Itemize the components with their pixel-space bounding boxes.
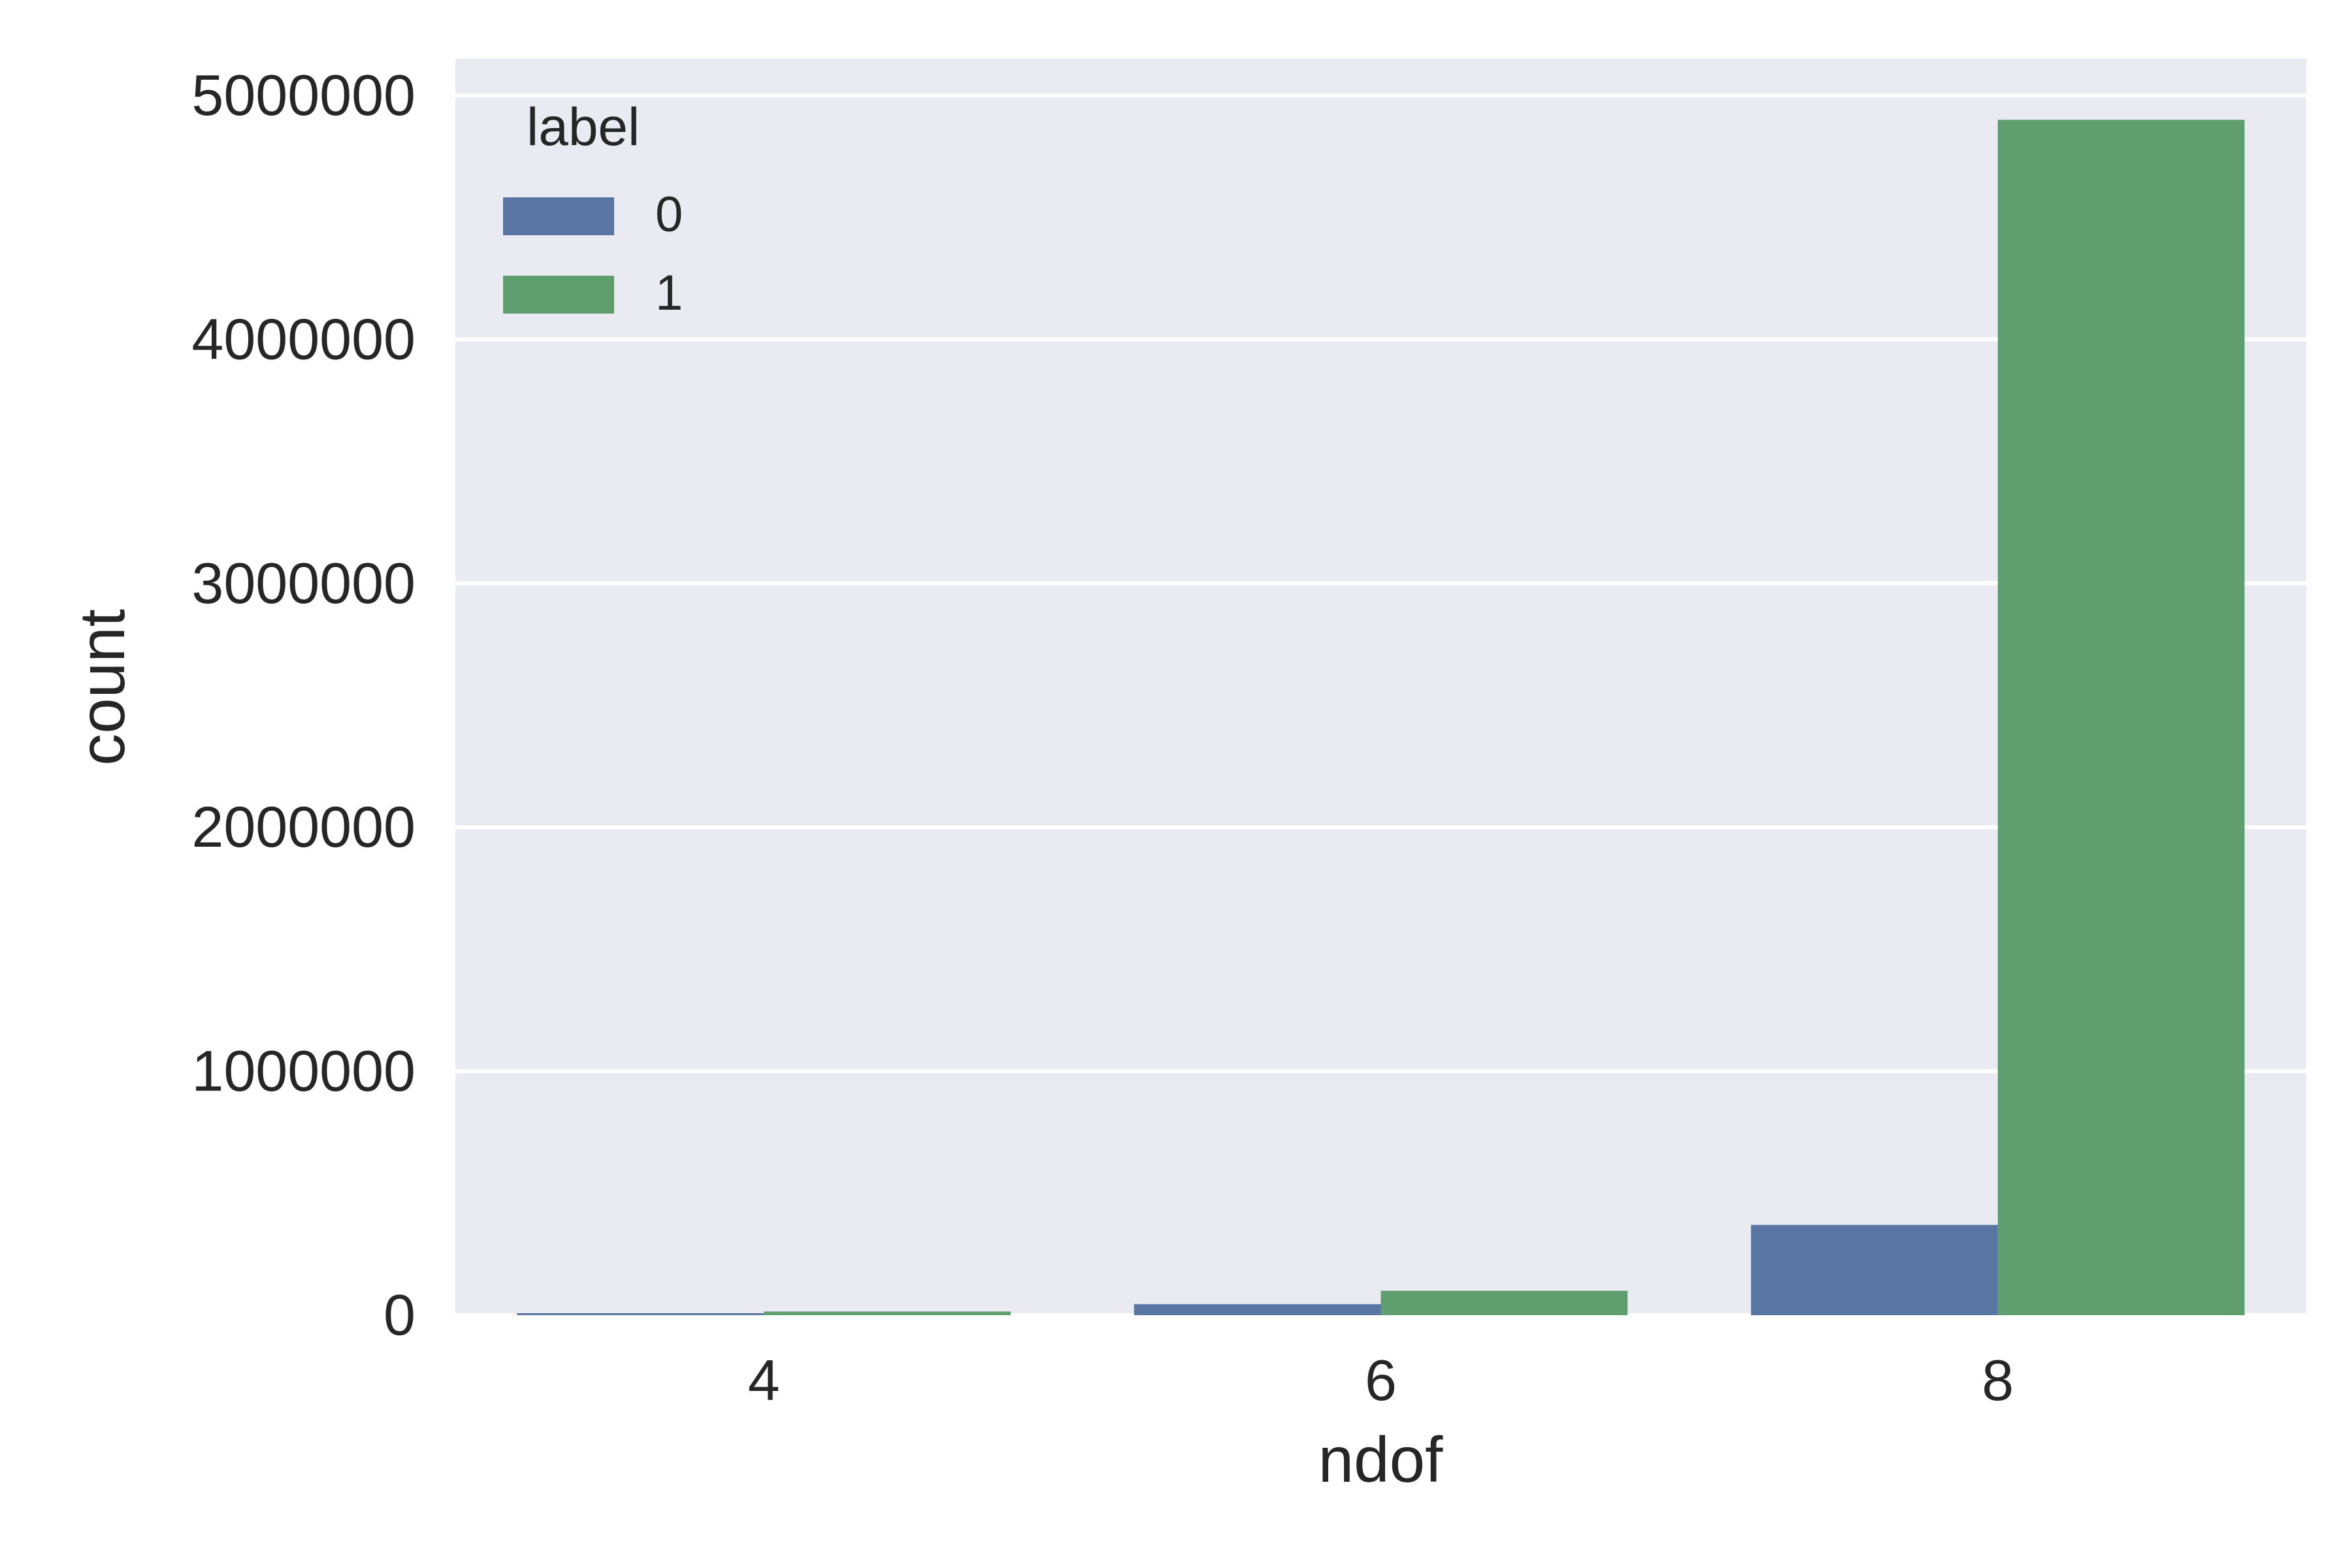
bar-series-1-4 [764, 1311, 1011, 1315]
y-tick-label: 3000000 [191, 551, 416, 615]
y-tick-labels: 0 1000000 2000000 3000000 4000000 5000000 [191, 63, 416, 1347]
y-tick-label: 5000000 [191, 63, 416, 127]
bar-series-0-8 [1751, 1224, 1998, 1315]
x-tick-label: 6 [1365, 1348, 1397, 1413]
legend-label-0: 0 [655, 187, 683, 242]
bar-series-0-6 [1134, 1304, 1381, 1315]
bars [517, 120, 2245, 1316]
y-tick-label: 0 [384, 1282, 416, 1347]
x-tick-label: 8 [1982, 1348, 2014, 1413]
x-tick-label: 4 [748, 1348, 780, 1413]
legend-title: label [527, 97, 640, 157]
y-tick-label: 1000000 [191, 1039, 416, 1103]
x-axis-label: ndof [1318, 1424, 1444, 1495]
bar-series-1-8 [1997, 120, 2245, 1316]
x-tick-labels: 4 6 8 [748, 1348, 2014, 1413]
bar-series-0-4 [517, 1313, 764, 1315]
legend-label-1: 1 [655, 265, 683, 321]
y-tick-label: 4000000 [191, 306, 416, 371]
legend-items: 01 [503, 187, 683, 321]
legend-swatch-0 [503, 197, 614, 235]
y-tick-label: 2000000 [191, 794, 416, 859]
legend-swatch-1 [503, 276, 614, 314]
legend: label 01 [503, 97, 683, 321]
y-axis-label: count [66, 609, 138, 766]
bar-series-1-6 [1380, 1290, 1628, 1315]
